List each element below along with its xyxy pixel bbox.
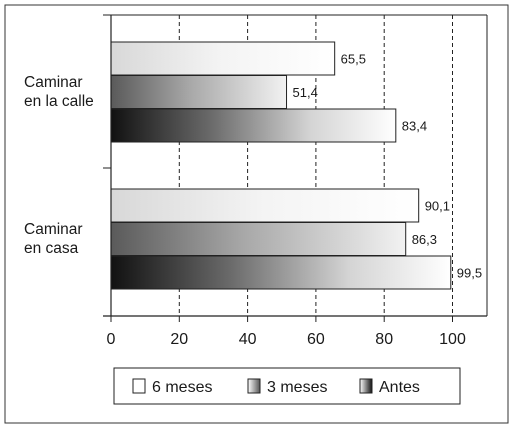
value-labels: 65,5 51,4 83,4 90,1 86,3 99,5 (293, 52, 483, 281)
value-label-0-0: 65,5 (341, 52, 366, 67)
bars (110, 41, 452, 290)
legend-label-0: 6 meses (152, 379, 212, 396)
x-tick-label-60: 60 (307, 331, 325, 348)
category-labels: Caminar en la calle Caminar en casa (24, 74, 94, 257)
bar-0-1 (110, 75, 288, 109)
value-label-1-0: 90,1 (425, 199, 450, 214)
x-tick-label-40: 40 (239, 331, 257, 348)
category-label-1: Caminar en casa (24, 221, 83, 257)
x-tick-label-80: 80 (375, 331, 393, 348)
bar-0-0 (110, 41, 336, 76)
category-label-0: Caminar en la calle (24, 74, 94, 110)
value-label-0-1: 51,4 (293, 85, 318, 100)
bar-1-1 (110, 222, 407, 256)
value-label-1-2: 99,5 (457, 266, 482, 281)
legend-box (113, 367, 461, 405)
legend-label-1: 3 meses (267, 379, 327, 396)
bar-1-2 (110, 255, 452, 290)
x-tick-label-100: 100 (439, 331, 466, 348)
bar-0-2 (110, 108, 397, 143)
legend-swatch-2 (359, 378, 373, 394)
legend-swatch-1 (247, 378, 261, 394)
value-label-0-2: 83,4 (402, 119, 427, 134)
legend-label-2: Antes (379, 379, 420, 396)
value-label-1-1: 86,3 (412, 232, 437, 247)
x-tick-label-0: 0 (107, 331, 116, 348)
x-tick-label-20: 20 (170, 331, 188, 348)
legend: 6 meses 3 meses Antes (113, 367, 461, 405)
axes: 0 20 40 60 80 100 (103, 14, 488, 348)
legend-swatch-0 (132, 378, 146, 394)
bar-1-0 (110, 188, 420, 223)
